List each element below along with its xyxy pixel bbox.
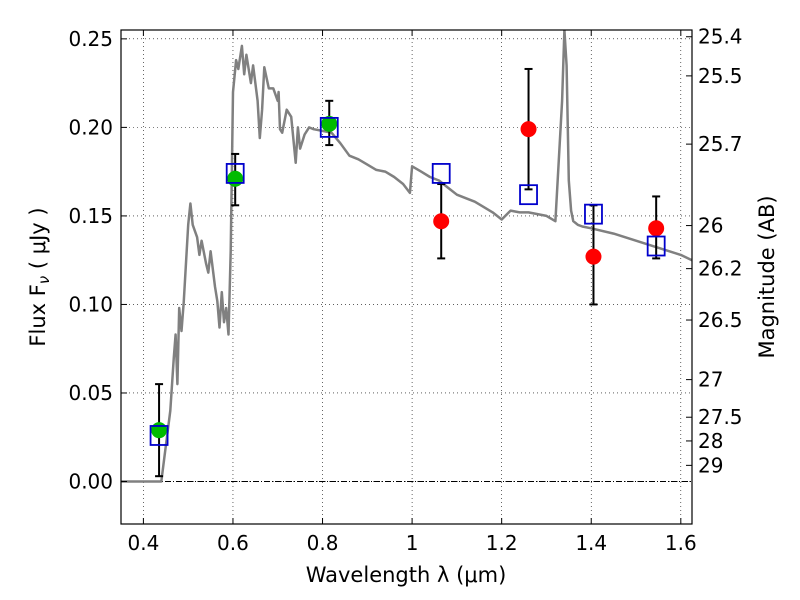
measured-point [321,115,338,132]
x-tick-label: 1.2 [486,531,518,555]
y2-tick-label: 27 [698,368,723,392]
measured-point [433,213,450,230]
x-tick-label: 0.8 [307,531,339,555]
model-point [584,203,603,225]
x-tick-label: 0.6 [217,531,249,555]
y-axis-label-main: Flux F [26,284,50,346]
model-point [319,116,339,138]
x-axis-ticks: 0.4 0.6 0.8 1 1.2 1.4 1.6 [127,30,697,555]
model-points [149,116,666,446]
y2-tick-label: 27.5 [698,405,743,429]
y-tick-label: 0.15 [68,204,113,228]
model-point [225,163,245,184]
y2-tick-label: 25.7 [698,132,743,156]
y-tick-label: 0.20 [68,115,113,139]
y2-tick-label: 26.2 [698,257,743,281]
model-point [149,425,169,446]
y2-tick-label: 26 [698,214,723,238]
measured-point [227,170,244,187]
measured-point [585,248,602,265]
x-tick-label: 1.4 [575,531,607,555]
y2-tick-label: 26.5 [698,308,743,332]
model-point [646,235,666,257]
measured-point [520,121,537,138]
y-axis-label-subscript: ν [35,276,53,284]
y2-tick-label: 25.5 [698,64,743,88]
y-tick-label: 0.05 [68,381,113,405]
y-tick-label: 0.25 [68,27,113,51]
x-tick-label: 0.4 [127,531,159,555]
y-tick-label: 0.10 [68,292,113,316]
x-tick-label: 1.6 [665,531,697,555]
x-axis-label: Wavelength λ (μm) [306,563,507,587]
model-point [431,163,451,184]
plot-frame [120,29,693,525]
measured-point [151,422,168,439]
x-tick-label: 1 [406,531,419,555]
model-point [519,184,538,206]
y2-tick-label: 28 [698,429,723,453]
y-tick-label: 0.00 [68,470,113,494]
y-axis-label: Flux Fν ( μJy ) [26,207,53,346]
model-spectrum-line [121,30,692,483]
measured-point [648,220,665,237]
plot-background [121,30,692,524]
y-axis-label-unit: ( μJy ) [26,207,50,275]
y2-tick-label: 29 [698,453,723,477]
y2-tick-label: 25.4 [698,25,743,49]
y-axis-ticks: 0.00 0.05 0.10 0.15 0.20 0.25 [68,27,127,494]
y2-axis-label: Magnitude (AB) [755,195,779,358]
